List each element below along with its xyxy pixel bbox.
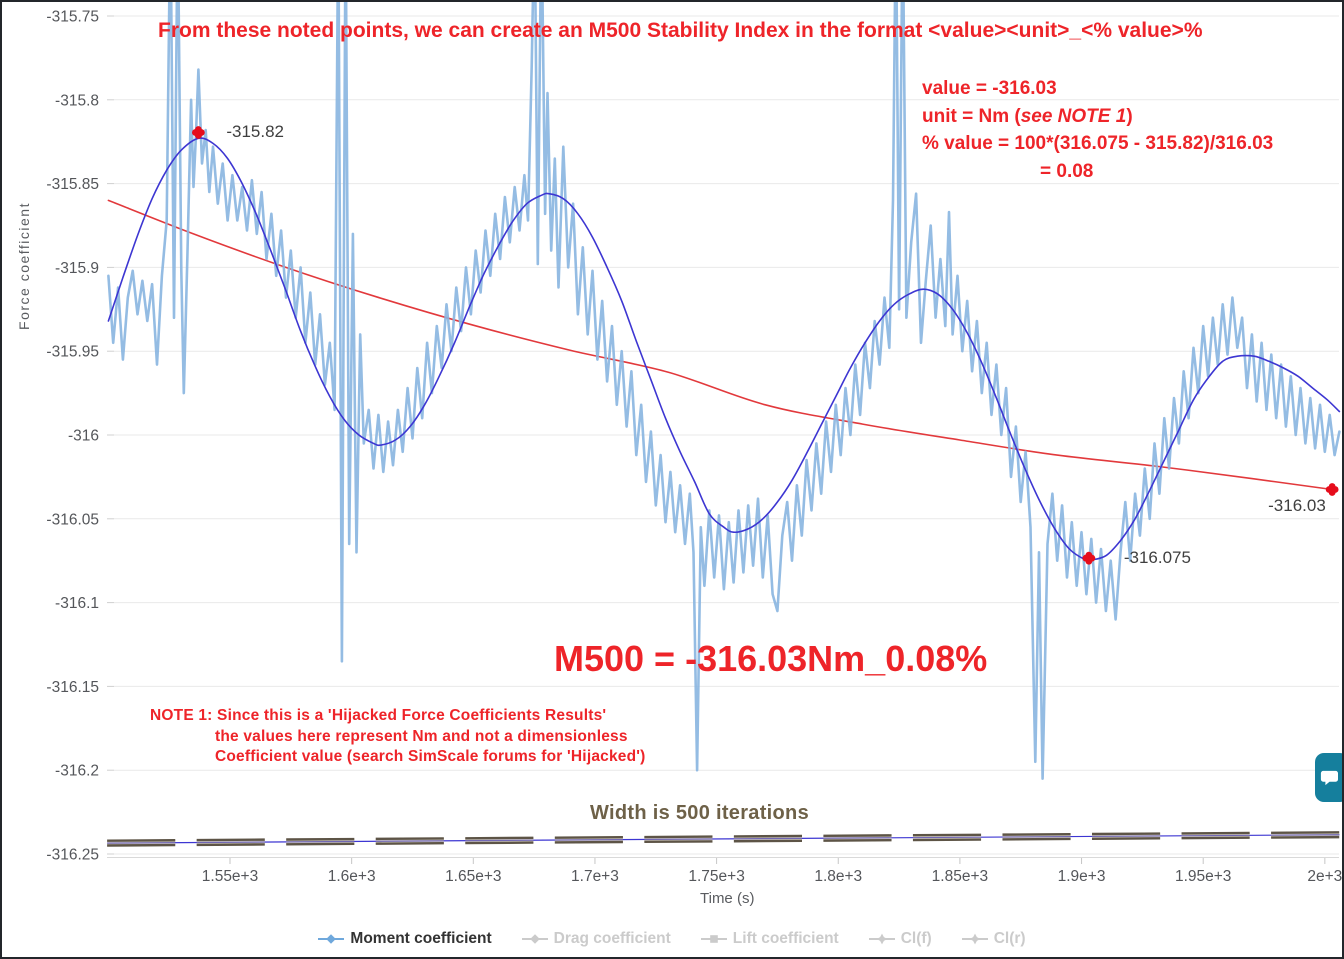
legend-label: Lift coefficient bbox=[732, 930, 839, 947]
x-tick-label: 1.6e+3 bbox=[328, 868, 376, 885]
x-tick-label: 1.8e+3 bbox=[814, 868, 862, 885]
y-tick-label: -316.05 bbox=[46, 511, 99, 528]
tick-labels: -315.75 -315.8 -315.85 -315.9 -315.95 -316 -31… bbox=[46, 9, 1342, 886]
noted-point-marker bbox=[191, 126, 205, 139]
legend-label: Cl(f) bbox=[900, 930, 932, 947]
calc-percent-line: % value = 100*(316.075 - 315.82)/316.03 bbox=[922, 133, 1274, 154]
legend: Moment coefficient Drag coefficient Lift c… bbox=[2, 930, 1342, 948]
x-tick-label: 1.9e+3 bbox=[1058, 868, 1106, 885]
legend-label: Drag coefficient bbox=[553, 930, 671, 947]
width-indicator-band bbox=[107, 831, 1340, 847]
lift-coefficient-marker-icon bbox=[700, 935, 727, 943]
trend-series bbox=[107, 199, 1333, 491]
cl-f--marker-icon bbox=[868, 933, 895, 945]
x-tick-label: 1.7e+3 bbox=[571, 868, 619, 885]
moment-coefficient-marker-icon bbox=[318, 934, 345, 944]
legend-item-cl-r-[interactable]: Cl(r) bbox=[961, 930, 1026, 948]
legend-item-drag-coefficient[interactable]: Drag coefficient bbox=[521, 930, 671, 948]
annotation-calc-block: value = -316.03 unit = Nm (see NOTE 1) %… bbox=[922, 75, 1273, 185]
y-tick-label: -316.25 bbox=[46, 847, 99, 864]
y-tick-label: -316.1 bbox=[55, 595, 99, 612]
note1-text: NOTE 1: Since this is a 'Hijacked Force … bbox=[150, 706, 646, 768]
y-tick-label: -315.85 bbox=[46, 176, 99, 193]
x-axis-title: Time (s) bbox=[700, 890, 755, 907]
calc-result-line: = 0.08 bbox=[1040, 160, 1094, 182]
x-tick-label: 1.65e+3 bbox=[445, 868, 501, 885]
legend-label: Cl(r) bbox=[993, 930, 1026, 947]
chat-icon bbox=[1320, 770, 1338, 785]
point-value-label: -316.03 bbox=[1268, 496, 1326, 516]
gridlines bbox=[107, 15, 1339, 864]
x-tick-label: 1.75e+3 bbox=[688, 868, 744, 885]
note1-line3: Coefficient value (search SimScale forum… bbox=[215, 748, 646, 765]
noted-point-marker bbox=[1082, 551, 1096, 565]
y-tick-label: -316.15 bbox=[46, 679, 99, 696]
moving-average-series bbox=[107, 137, 1341, 562]
x-tick-label: 1.85e+3 bbox=[932, 868, 988, 885]
legend-item-lift-coefficient[interactable]: Lift coefficient bbox=[700, 930, 839, 948]
calc-unit-line: unit = Nm (see NOTE 1) bbox=[922, 105, 1133, 127]
moment-coefficient-series bbox=[107, 2, 1341, 780]
x-tick-label: 2e+3 bbox=[1307, 868, 1342, 885]
y-tick-label: -315.9 bbox=[55, 260, 99, 277]
note1-line2: the values here represent Nm and not a d… bbox=[215, 727, 628, 745]
legend-item-moment-coefficient[interactable]: Moment coefficient bbox=[318, 930, 492, 948]
point-value-label: -316.075 bbox=[1123, 548, 1191, 568]
note1-line1: NOTE 1: Since this is a 'Hijacked Force … bbox=[150, 707, 607, 724]
y-tick-label: -316.2 bbox=[55, 763, 99, 780]
x-tick-label: 1.55e+3 bbox=[202, 868, 258, 885]
chat-button[interactable] bbox=[1315, 753, 1342, 802]
cl-r--marker-icon bbox=[961, 933, 988, 945]
width-caption: Width is 500 iterations bbox=[590, 802, 809, 824]
annotation-header: From these noted points, we can create a… bbox=[158, 19, 1203, 42]
x-tick-label: 1.95e+3 bbox=[1175, 868, 1231, 885]
point-value-label: -315.82 bbox=[226, 122, 285, 142]
legend-label: Moment coefficient bbox=[350, 930, 492, 947]
y-tick-label: -315.75 bbox=[46, 9, 99, 26]
y-axis-title: Force coefficient bbox=[16, 202, 32, 330]
y-tick-label: -316 bbox=[68, 428, 99, 445]
noted-point-marker bbox=[1325, 483, 1339, 496]
y-tick-label: -315.95 bbox=[46, 344, 99, 361]
y-tick-label: -315.8 bbox=[55, 92, 99, 109]
drag-coefficient-marker-icon bbox=[521, 934, 548, 944]
calc-value-line: value = -316.03 bbox=[922, 78, 1057, 99]
legend-item-cl-f-[interactable]: Cl(f) bbox=[868, 930, 932, 948]
m500-result-text: M500 = -316.03Nm_0.08% bbox=[554, 638, 988, 679]
